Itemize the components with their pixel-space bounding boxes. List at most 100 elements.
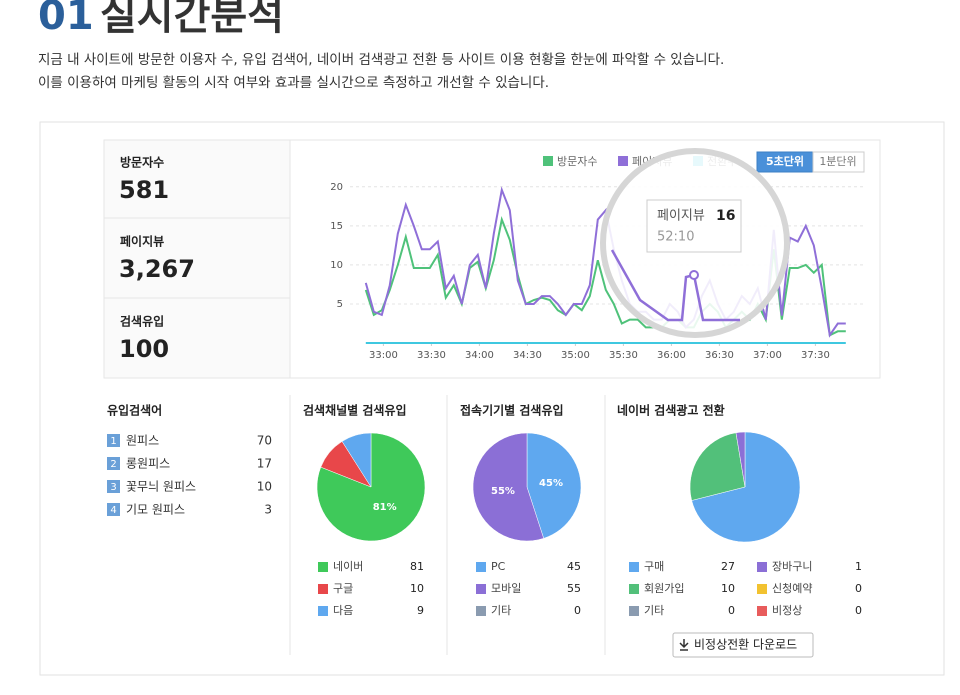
keyword: 기모 원피스 xyxy=(126,503,185,517)
y-tick-label: 5 xyxy=(337,299,343,310)
tooltip-value: 16 xyxy=(716,208,735,224)
legend-label: 다음 xyxy=(333,604,353,617)
legend-label: 방문자수 xyxy=(557,155,597,168)
description: 이를 이용하여 마케팅 활동의 시작 여부와 효과를 실시간으로 측정하고 개선… xyxy=(38,75,549,91)
pie-slice xyxy=(526,432,582,539)
legend-swatch xyxy=(476,606,486,616)
stat-label: 검색유입 xyxy=(120,314,164,329)
title: 실시간분석 xyxy=(100,0,284,39)
x-tick-label: 35:00 xyxy=(561,350,590,361)
rank: 1 xyxy=(110,436,116,447)
tooltip xyxy=(646,199,742,253)
section-title: 접속기기별 검색유입 xyxy=(460,403,564,418)
legend-label: 네이버 xyxy=(333,560,363,573)
legend-label: 비정상 xyxy=(772,604,802,617)
legend-swatch xyxy=(757,562,767,572)
description: 지금 내 사이트에 방문한 이용자 수, 유입 검색어, 네이버 검색광고 전환… xyxy=(38,52,724,68)
button-frame[interactable] xyxy=(672,632,814,658)
rank-badge xyxy=(107,503,120,516)
download-button[interactable]: 비정상전환 다운로드 xyxy=(672,632,814,658)
series-line xyxy=(364,186,846,338)
button-label[interactable]: 비정상전환 다운로드 xyxy=(694,638,797,652)
keyword: 꽃무늬 원피스 xyxy=(126,480,196,494)
legend-value: 27 xyxy=(721,560,735,573)
pie-slice xyxy=(689,432,746,501)
tooltip-title: 페이지뷰 xyxy=(657,209,705,224)
legend-value: 10 xyxy=(721,582,735,595)
title-number: 01 xyxy=(38,0,94,39)
rank: 3 xyxy=(110,482,116,493)
keyword: 원피스 xyxy=(126,434,159,448)
section-title: 네이버 검색광고 전환 xyxy=(617,403,725,418)
keyword-count: 3 xyxy=(264,503,272,517)
legend-value: 81 xyxy=(410,560,424,573)
section-title: 검색채널별 검색유입 xyxy=(303,403,407,418)
keyword-count: 17 xyxy=(257,457,272,471)
legend-label: 장바구니 xyxy=(772,560,812,573)
rank-badge xyxy=(107,480,120,493)
slice-label: 55% xyxy=(491,486,515,497)
section-title: 유입검색어 xyxy=(107,403,162,418)
x-tick-label: 37:00 xyxy=(753,350,782,361)
slice-label: 45% xyxy=(539,478,563,489)
keyword-count: 70 xyxy=(257,434,272,448)
legend-swatch xyxy=(318,562,328,572)
magnified-line xyxy=(610,249,740,322)
legend-label: 모바일 xyxy=(491,581,521,595)
stat-value: 581 xyxy=(119,176,169,204)
stat-label: 방문자수 xyxy=(120,155,164,170)
legend-swatch xyxy=(543,156,553,166)
slice-label: 81% xyxy=(373,502,397,513)
x-tick-label: 33:00 xyxy=(369,350,398,361)
y-tick-label: 15 xyxy=(330,221,343,232)
download-icon xyxy=(679,639,689,651)
legend-swatch xyxy=(629,562,639,572)
legend-value: 0 xyxy=(574,604,581,617)
stats-panel xyxy=(103,139,291,379)
button[interactable] xyxy=(812,151,865,173)
rank-badge xyxy=(107,434,120,447)
legend-label: 구매 xyxy=(644,560,664,573)
rank: 2 xyxy=(110,459,116,470)
legend-value: 0 xyxy=(728,604,735,617)
stat-value: 100 xyxy=(119,335,169,363)
legend-value: 45 xyxy=(567,560,581,573)
legend-label: 기타 xyxy=(491,604,511,617)
button-label[interactable]: 1분단위 xyxy=(819,155,856,168)
legend-value: 10 xyxy=(410,582,424,595)
tooltip-point xyxy=(689,270,699,280)
legend-value: 9 xyxy=(417,604,424,617)
legend-swatch xyxy=(618,156,628,166)
pie-slice xyxy=(735,431,746,488)
legend-swatch xyxy=(629,606,639,616)
x-tick-label: 34:30 xyxy=(513,350,542,361)
x-tick-label: 36:30 xyxy=(705,350,734,361)
legend-swatch xyxy=(318,584,328,594)
x-tick-label: 36:00 xyxy=(657,350,686,361)
legend-label: 구글 xyxy=(333,582,353,595)
pie-slice xyxy=(691,431,801,543)
legend-label: PC xyxy=(491,560,506,573)
pie-slice xyxy=(341,432,372,488)
x-tick-label: 33:30 xyxy=(417,350,446,361)
stat-label: 페이지뷰 xyxy=(120,234,164,249)
rank: 4 xyxy=(110,505,116,516)
keyword-count: 10 xyxy=(257,480,272,494)
legend-swatch xyxy=(318,606,328,616)
y-tick-label: 20 xyxy=(330,182,343,193)
legend-swatch xyxy=(476,562,486,572)
button-label[interactable]: 5초단위 xyxy=(766,154,804,168)
x-tick-label: 34:00 xyxy=(465,350,494,361)
stat-value: 3,267 xyxy=(119,255,195,283)
keyword: 롱원피스 xyxy=(126,457,170,471)
rank-badge xyxy=(107,457,120,470)
x-tick-label: 37:30 xyxy=(801,350,830,361)
x-tick-label: 35:30 xyxy=(609,350,638,361)
pie-slice xyxy=(472,432,545,542)
legend-label: 신청예약 xyxy=(772,581,812,595)
legend-value: 0 xyxy=(855,604,862,617)
legend-value: 55 xyxy=(567,582,581,595)
legend-swatch xyxy=(757,584,767,594)
y-tick-label: 10 xyxy=(330,260,343,271)
